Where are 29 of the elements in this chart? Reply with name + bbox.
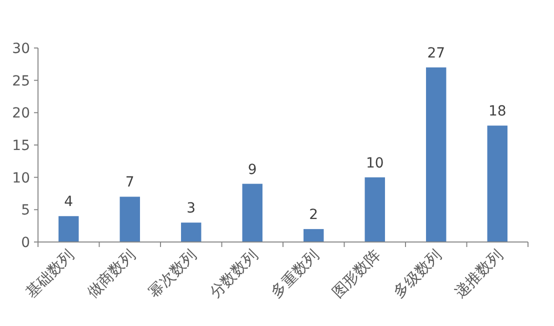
bar [181,222,202,242]
y-tick-label: 20 [12,106,30,122]
data-label: 9 [248,162,257,178]
bar [120,196,140,242]
bar [426,67,446,242]
x-tick-label: 做商数列 [84,246,139,302]
data-label: 4 [64,194,74,210]
data-label: 18 [488,104,506,120]
y-tick-label: 30 [12,41,30,57]
data-label: 27 [427,45,446,62]
bar [304,229,324,242]
y-tick-label: 10 [12,170,30,186]
data-label: 2 [309,207,318,224]
x-tick-label: 分数数列 [206,246,262,302]
data-label: 3 [186,200,196,217]
data-label: 7 [125,174,134,191]
bar [242,184,262,242]
x-tick-label: 幂次数列 [144,246,200,302]
bar [487,126,508,242]
data-label: 10 [366,155,384,172]
x-tick-label: 递推数列 [451,246,506,302]
y-tick-label: 5 [21,202,30,219]
bar [364,177,385,242]
x-tick-label: 多级数列 [390,246,445,302]
y-tick-label: 15 [12,138,30,154]
bar [58,216,79,242]
x-tick-label: 多重数列 [267,246,322,302]
x-tick-label: 图形数阵 [328,246,384,302]
y-tick-label: 25 [12,73,30,90]
